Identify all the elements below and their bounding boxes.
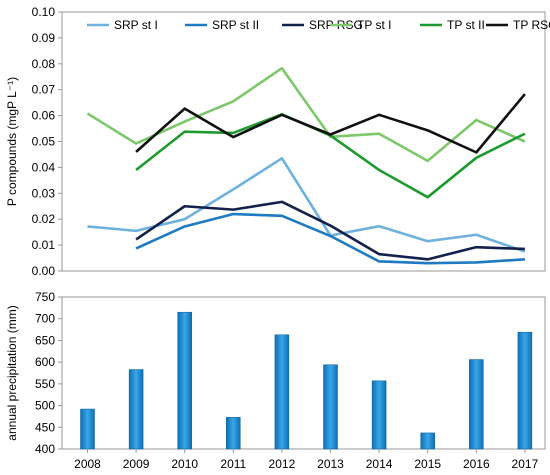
y-tick-label: 600 (35, 355, 55, 369)
y-tick-label: 0.05 (32, 135, 56, 149)
precipitation-bar (371, 380, 387, 450)
y-tick-label: 0.04 (32, 160, 56, 174)
precipitation-bar (469, 359, 484, 450)
y-tick-label: 0.07 (32, 83, 56, 97)
series-line-srp-st-i (87, 157, 526, 253)
y-tick-label: 0.03 (32, 186, 56, 200)
x-tick-label: 2017 (512, 457, 539, 471)
legend-label: SRP st I (114, 18, 158, 32)
y-tick-label: 0.00 (32, 264, 56, 278)
bottom-y-axis-label: annual precipitation (mm) (5, 305, 19, 440)
y-tick-label: 0.08 (32, 57, 56, 71)
legend-label: TP RSG (513, 18, 550, 32)
x-tick-label: 2014 (366, 457, 393, 471)
y-tick-label: 700 (35, 312, 55, 326)
y-tick-label: 0.10 (32, 5, 56, 19)
x-tick-label: 2008 (74, 457, 101, 471)
y-tick-label: 750 (35, 290, 55, 304)
y-tick-label: 500 (35, 399, 55, 413)
series-line-srp-rsg (135, 200, 525, 261)
precipitation-bar (80, 408, 95, 450)
series-line-srp-st-ii (135, 212, 525, 265)
precipitation-bar (323, 364, 338, 450)
x-tick-label: 2010 (171, 457, 198, 471)
precipitation-bar (226, 417, 241, 450)
series-line-tp-rsg (135, 93, 526, 154)
precipitation-bar (177, 311, 192, 450)
y-tick-label: 0.06 (32, 109, 56, 123)
p-compounds-line-chart: 0.00 0.01 0.02 0.03 0.04 0.05 0.06 0.07 0.08 0.09… (5, 5, 550, 278)
x-tick-label: 2011 (220, 457, 246, 471)
legend-label: TP st I (357, 18, 391, 32)
precipitation-bar (128, 369, 144, 450)
y-tick-label: 400 (35, 442, 55, 456)
precipitation-bar (517, 331, 533, 450)
y-tick-label: 550 (35, 377, 55, 391)
x-tick-label: 2013 (317, 457, 344, 471)
legend-label: TP st II (447, 18, 485, 32)
y-tick-label: 0.02 (32, 212, 56, 226)
series-line-tp-st-i (86, 66, 526, 163)
y-tick-label: 450 (35, 420, 55, 434)
y-tick-label: 650 (35, 333, 55, 347)
precipitation-bar (274, 334, 290, 450)
x-tick-label: 2016 (463, 457, 490, 471)
top-y-axis-label: P compounds (mgP L⁻¹) (5, 77, 19, 206)
x-tick-label: 2015 (414, 457, 441, 471)
y-tick-label: 0.01 (32, 238, 56, 252)
precipitation-bar (420, 432, 435, 450)
precipitation-bar-chart: 400 450 500 550 600 650 700 750 annual precipita… (5, 290, 546, 471)
x-tick-label: 2012 (269, 457, 296, 471)
bottom-plot-area (61, 296, 546, 450)
legend-label: SRP st II (212, 18, 259, 32)
y-tick-label: 0.09 (32, 31, 56, 45)
x-tick-label: 2009 (123, 457, 150, 471)
